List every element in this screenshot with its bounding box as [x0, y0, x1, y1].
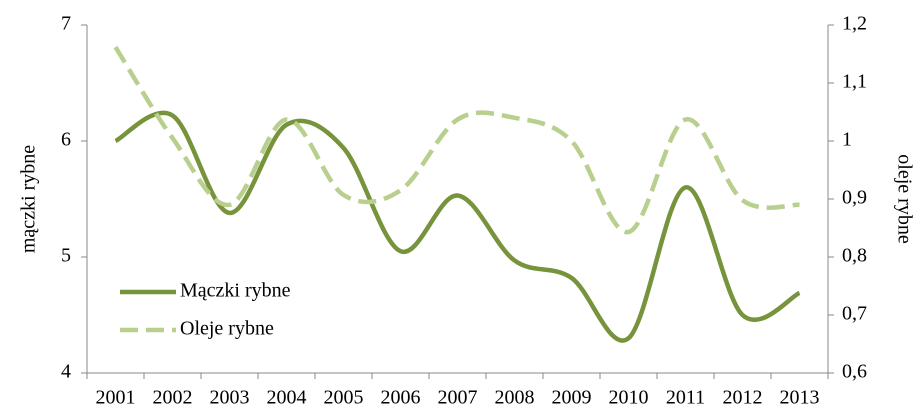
- x-tick-label: 2004: [267, 387, 307, 409]
- y2-tick-label: 1,2: [842, 13, 867, 35]
- x-tick-label: 2012: [723, 387, 763, 409]
- x-tick-label: 2011: [666, 387, 705, 409]
- y-tick-label: 6: [61, 129, 71, 151]
- x-tick-label: 2009: [552, 387, 592, 409]
- x-tick-label: 2006: [381, 387, 421, 409]
- x-tick-label: 2008: [495, 387, 535, 409]
- y-axis-label: mączki rybne: [18, 145, 40, 253]
- y-tick-label: 5: [61, 245, 71, 267]
- line-series: [114, 110, 801, 343]
- y2-tick-label: 1: [842, 129, 852, 151]
- y2-tick-label: 1,1: [842, 71, 867, 93]
- x-tick-label: 2007: [438, 387, 478, 409]
- x-tick-label: 2005: [324, 387, 364, 409]
- y2-tick-label: 0,7: [842, 303, 867, 325]
- y-tick-label: 4: [61, 361, 71, 383]
- x-tick-label: 2002: [153, 387, 193, 409]
- x-tick-label: 2001: [96, 387, 136, 409]
- y2-tick-label: 0,6: [842, 361, 867, 383]
- x-tick-label: 2010: [609, 387, 649, 409]
- y2-tick-label: 0,9: [842, 187, 867, 209]
- y-tick-label: 7: [61, 13, 71, 35]
- y2-tick-label: 0,8: [842, 245, 867, 267]
- legend-label: Mączki rybne: [180, 280, 291, 302]
- legend-label: Oleje rybne: [180, 318, 274, 340]
- line-series: [113, 45, 800, 235]
- y2-axis-label: oleje rybne: [893, 154, 915, 244]
- x-tick-label: 2003: [210, 387, 250, 409]
- x-tick-label: 2013: [780, 387, 820, 409]
